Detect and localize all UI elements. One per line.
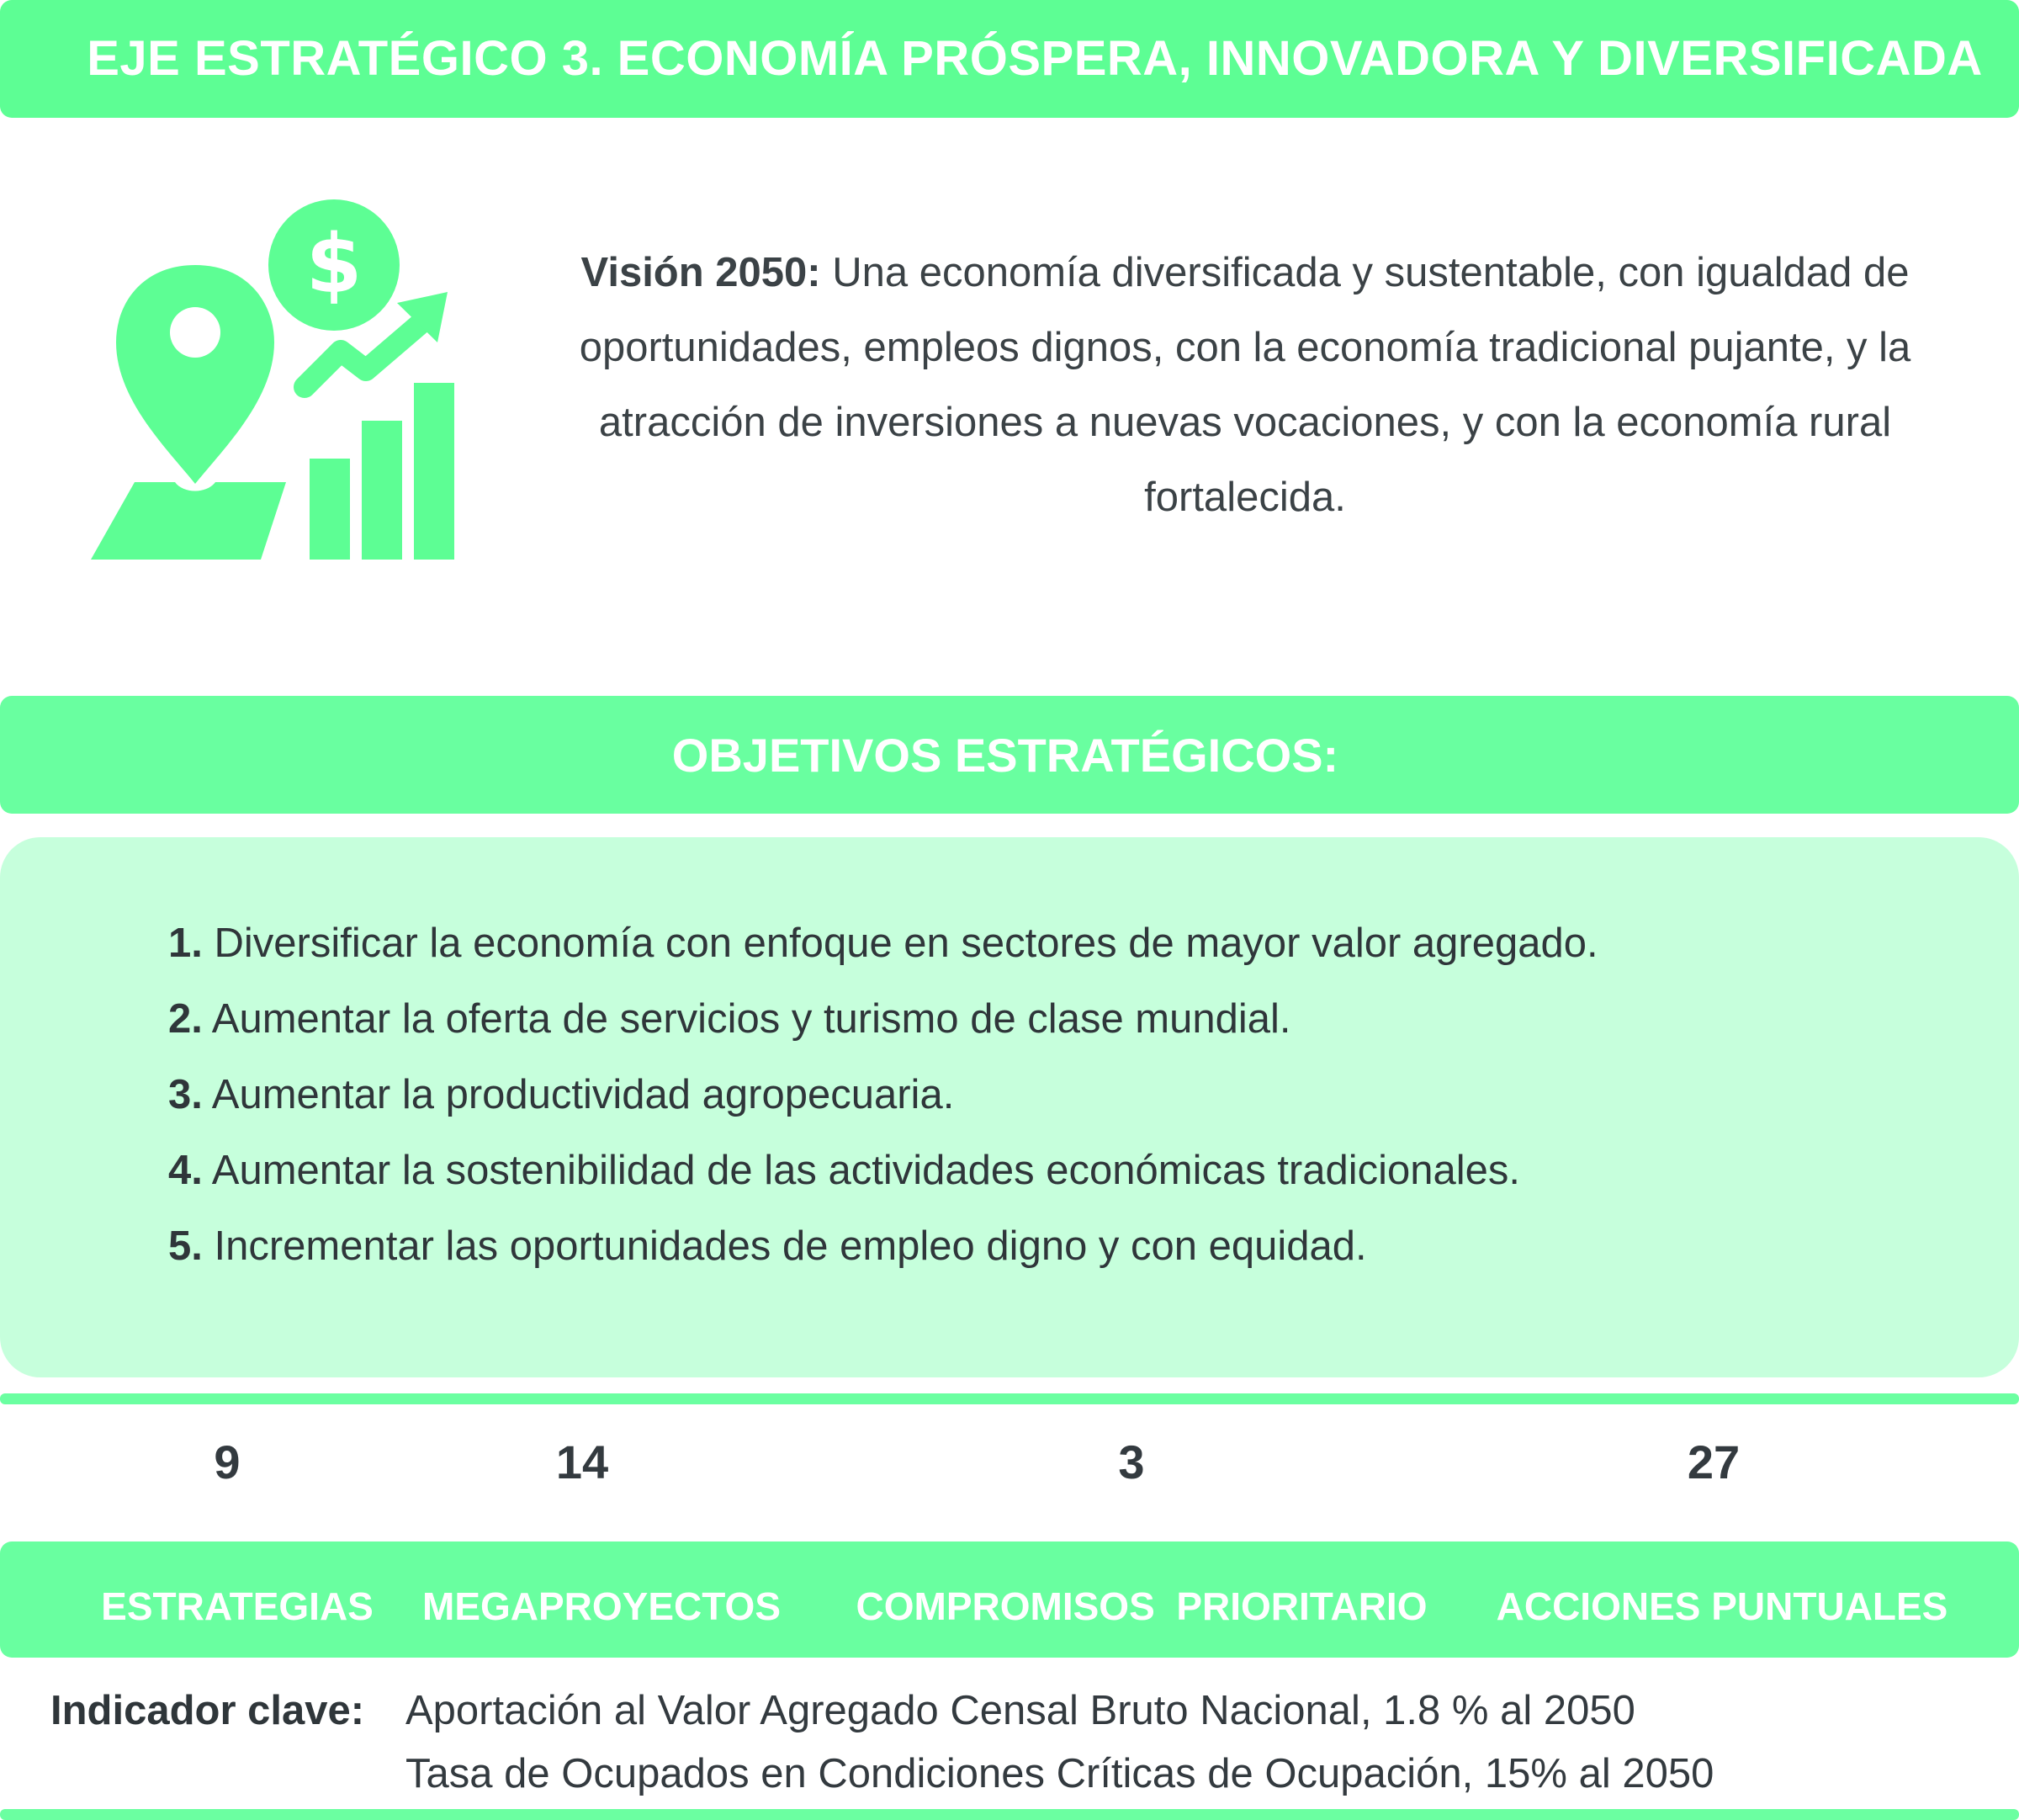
bar-icon xyxy=(414,383,454,560)
objectives-box xyxy=(0,837,2019,1377)
list-item: 1. Diversificar la economía con enfoque … xyxy=(168,913,1598,989)
page-title: EJE ESTRATÉGICO 3. ECONOMÍA PRÓSPERA, IN… xyxy=(87,31,1983,86)
item-number: 4. xyxy=(168,1148,203,1193)
trend-arrow-icon xyxy=(294,309,436,398)
item-number: 3. xyxy=(168,1072,203,1117)
metric-label-strategies: ESTRATEGIAS xyxy=(101,1584,374,1628)
indicator-label: Indicador clave: xyxy=(50,1688,365,1733)
objectives-title: OBJETIVOS ESTRATÉGICOS: xyxy=(671,729,1339,782)
item-text: Incrementar las oportunidades de empleo … xyxy=(202,1223,1367,1269)
item-number: 2. xyxy=(168,996,203,1042)
vision-statement: Visión 2050: Una economía diversificada … xyxy=(555,236,1935,535)
item-number: 1. xyxy=(168,921,203,966)
list-item: 5. Incrementar las oportunidades de empl… xyxy=(168,1216,1598,1292)
map-pin-icon xyxy=(116,265,274,484)
metric-count-commitments: 3 xyxy=(1118,1435,1145,1488)
item-text: Aumentar la oferta de servicios y turism… xyxy=(202,996,1291,1042)
dollar-coin-icon xyxy=(268,199,400,331)
metric-label-megaprojects: MEGAPROYECTOS xyxy=(422,1584,781,1628)
item-text: Aumentar la sostenibilidad de las activi… xyxy=(202,1148,1521,1193)
objectives-banner: OBJETIVOS ESTRATÉGICOS: xyxy=(0,696,2019,814)
list-item: 3. Aumentar la productividad agropecuari… xyxy=(168,1064,1598,1140)
bar-icon xyxy=(362,421,402,560)
divider xyxy=(0,1809,2019,1820)
metric-count-actions: 27 xyxy=(1687,1435,1741,1488)
objectives-list: 1. Diversificar la economía con enfoque … xyxy=(168,913,1598,1292)
bar-icon xyxy=(310,459,350,560)
map-base-icon xyxy=(91,482,286,560)
item-text: Aumentar la productividad agropecuaria. xyxy=(202,1072,955,1117)
vision-text: Una economía diversificada y sustentable… xyxy=(579,250,1911,520)
title-banner: EJE ESTRATÉGICO 3. ECONOMÍA PRÓSPERA, IN… xyxy=(0,0,2019,118)
list-item: 4. Aumentar la sostenibilidad de las act… xyxy=(168,1140,1598,1216)
svg-text:$: $ xyxy=(306,217,363,311)
divider xyxy=(0,1393,2019,1404)
indicator-line: Tasa de Ocupados en Condiciones Críticas… xyxy=(405,1751,1714,1796)
metric-label-commitments: COMPROMISOS PRIORITARIO xyxy=(856,1584,1428,1628)
list-item: 2. Aumentar la oferta de servicios y tur… xyxy=(168,989,1598,1064)
economy-growth-icon: $ xyxy=(91,199,454,560)
item-number: 5. xyxy=(168,1223,203,1269)
metric-count-strategies: 9 xyxy=(214,1435,241,1488)
vision-label: Visión 2050: xyxy=(580,250,821,295)
item-text: Diversificar la economía con enfoque en … xyxy=(202,921,1598,966)
metric-label-actions: ACCIONES PUNTUALES xyxy=(1496,1584,1948,1628)
indicator-line: Aportación al Valor Agregado Censal Brut… xyxy=(405,1688,1635,1733)
metric-count-megaprojects: 14 xyxy=(555,1435,609,1488)
metrics-banner xyxy=(0,1541,2019,1658)
